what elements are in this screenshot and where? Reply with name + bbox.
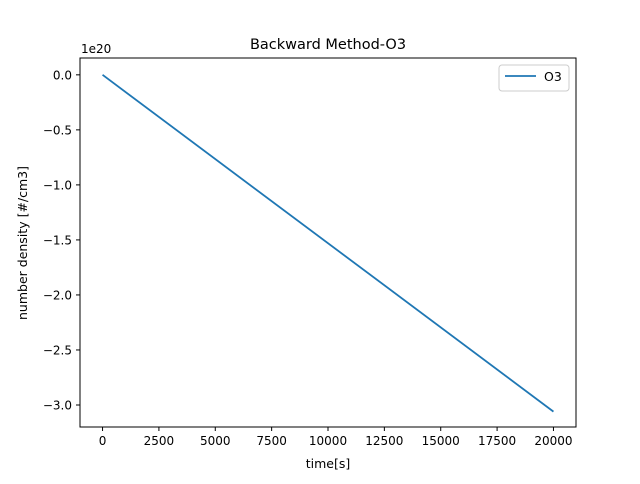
chart-title: Backward Method-O3 xyxy=(250,37,406,53)
legend-box xyxy=(498,64,570,92)
x-tick-label: 17500 xyxy=(478,434,516,448)
plot-area: 0 2500 5000 7500 10000 12500 15000 17500 20000 0.… xyxy=(43,57,577,448)
y-tick-label: −3.0 xyxy=(43,398,72,412)
y-tick-label: −0.5 xyxy=(43,123,72,137)
x-tick-label: 7500 xyxy=(256,434,287,448)
y-tick-label: −2.0 xyxy=(43,288,72,302)
y-axis-label: number density [#/cm3] xyxy=(15,166,30,320)
x-tick-label: 2500 xyxy=(144,434,175,448)
legend-label-o3: O3 xyxy=(544,69,562,84)
x-tick-label: 12500 xyxy=(365,434,403,448)
x-tick-label: 10000 xyxy=(309,434,347,448)
x-tick-label: 0 xyxy=(99,434,107,448)
y-tick-label: −1.5 xyxy=(43,233,72,247)
y-tick-label: −1.0 xyxy=(43,178,72,192)
x-axis-label: time[s] xyxy=(306,456,351,471)
series-line-o3 xyxy=(102,74,554,413)
y-tick-label: 0.0 xyxy=(53,68,72,82)
x-tick-label: 20000 xyxy=(534,434,572,448)
y-offset-label: 1e20 xyxy=(81,42,111,56)
legend: O3 xyxy=(498,64,570,92)
y-tick-label: −2.5 xyxy=(43,343,72,357)
x-tick-label: 5000 xyxy=(200,434,231,448)
x-tick-label: 15000 xyxy=(422,434,460,448)
